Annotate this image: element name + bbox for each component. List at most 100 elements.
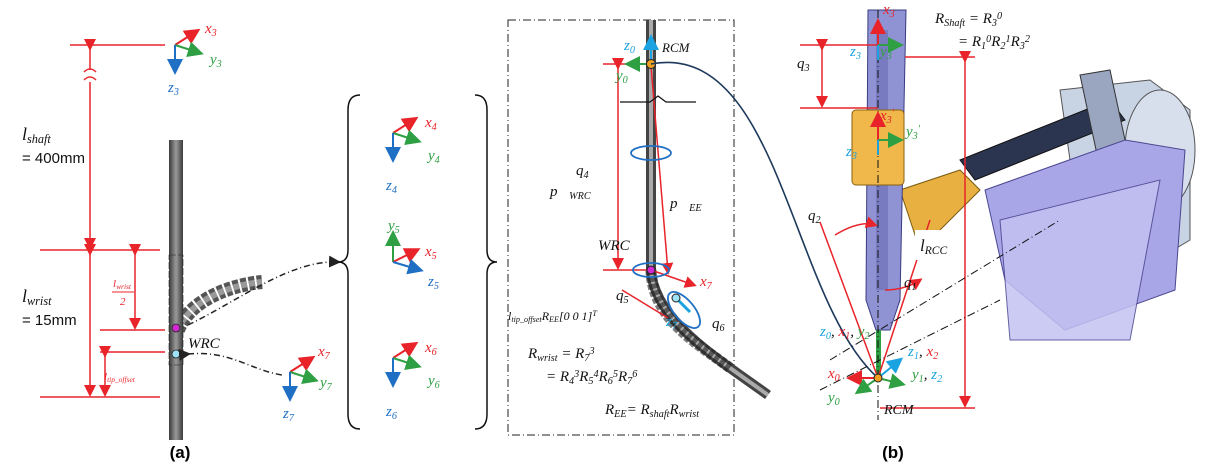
label: y3 xyxy=(208,52,222,70)
label: y5 xyxy=(386,218,400,236)
label: x3 xyxy=(882,2,895,20)
label: x6 xyxy=(424,340,438,358)
label-part: R xyxy=(669,402,679,418)
label-part: 3 xyxy=(855,51,861,62)
label: p⃗EE xyxy=(669,196,702,214)
label-part: T xyxy=(592,309,598,318)
label-part: = 15mm xyxy=(22,312,77,329)
label: x4 xyxy=(424,115,437,133)
label-part: = R xyxy=(965,11,992,27)
label: RShaft = R30 xyxy=(934,11,1002,29)
label: y1, z2 xyxy=(910,367,942,385)
label-part: WRC xyxy=(569,191,591,202)
label-part: 3 xyxy=(889,9,895,20)
label-part: RCC xyxy=(924,244,948,257)
label-part: , xyxy=(831,324,839,340)
label-part: ' xyxy=(918,124,921,135)
label-part: R xyxy=(527,346,537,362)
label-part: 3 xyxy=(804,63,810,74)
label-part: tip_offset xyxy=(107,375,136,384)
axis-arrow xyxy=(393,344,415,358)
label: lshaft xyxy=(22,124,51,146)
label-part: [0 0 1] xyxy=(559,309,593,323)
caption-b: (b) xyxy=(882,443,904,462)
label-part: 2 xyxy=(864,331,869,342)
label-part: R xyxy=(598,369,608,385)
panel-a-graphics xyxy=(40,45,165,397)
label: y7 xyxy=(318,375,333,393)
label: z3 xyxy=(167,80,179,98)
axis-arrow xyxy=(175,31,197,45)
label: ltip_offset xyxy=(104,371,136,384)
label-part: 6 xyxy=(720,323,726,334)
label: y0 xyxy=(826,390,840,408)
axis-arrow xyxy=(393,358,418,366)
label: q2 xyxy=(808,208,821,226)
label: ltip_offsetREE[0 0 1]T xyxy=(508,309,598,324)
label: 2 xyxy=(120,296,126,308)
instrument-a xyxy=(169,95,497,440)
label: RCM xyxy=(883,403,915,418)
label-part: , xyxy=(850,324,858,340)
label-part: 5 xyxy=(434,281,439,292)
label: WRC xyxy=(598,238,631,254)
label: REE= RshaftRwrist xyxy=(604,402,700,420)
label: z6 xyxy=(385,404,398,422)
label-part: RCM xyxy=(883,403,915,418)
label-part: 7 xyxy=(327,382,333,393)
label-part: = R xyxy=(627,402,650,418)
label: q5 xyxy=(616,288,629,306)
label-part: 7 xyxy=(707,281,713,292)
label-part: y xyxy=(910,367,919,383)
label-part: EE xyxy=(613,409,627,420)
label: x5 xyxy=(424,244,437,262)
label-part: 2 xyxy=(1025,34,1030,45)
label-part: = R xyxy=(558,346,585,362)
label: = 15mm xyxy=(22,312,77,329)
axis-arrow xyxy=(290,358,312,372)
label: z5 xyxy=(427,274,439,292)
axis-arrow xyxy=(393,262,420,270)
label-part: = R xyxy=(958,34,981,50)
label: q1 xyxy=(904,275,917,293)
label: lwrist xyxy=(113,278,132,291)
label-part: shaft xyxy=(650,409,671,420)
axis-arrow xyxy=(290,372,315,380)
label-part: 1 xyxy=(912,282,917,293)
label: x7 xyxy=(699,274,713,292)
label-part: 4 xyxy=(584,170,589,181)
label-part: y xyxy=(386,218,395,234)
label: z0, x1, y2 xyxy=(819,324,869,342)
label: y6 xyxy=(426,373,441,391)
label: z7 xyxy=(282,406,295,424)
label-part: 6 xyxy=(435,380,441,391)
label-part: y xyxy=(878,44,887,60)
label-part: 5 xyxy=(395,225,400,236)
label-part: 6 xyxy=(632,369,638,380)
label-part: 0 xyxy=(835,397,840,408)
label-part: R xyxy=(617,369,627,385)
axis-arrow xyxy=(393,119,415,133)
label: = 400mm xyxy=(22,150,85,167)
label-part: 3 xyxy=(216,59,222,70)
label-part: 2 xyxy=(816,215,821,226)
label-part: 0 xyxy=(623,75,628,86)
label: z0 xyxy=(623,38,635,56)
label-part: R xyxy=(934,11,944,27)
label-part: R xyxy=(578,369,588,385)
label-part: y xyxy=(904,124,913,140)
label-part: WRC xyxy=(188,336,221,352)
label-part: 3 xyxy=(851,151,857,162)
label-part: y xyxy=(426,373,435,389)
label-part: = 400mm xyxy=(22,150,85,167)
label: = R10R21R32 xyxy=(958,34,1030,52)
label: y3' xyxy=(904,124,921,142)
label-part: y xyxy=(208,52,217,68)
label: z4 xyxy=(385,178,397,196)
label: y4 xyxy=(426,148,440,166)
label-part: 3 xyxy=(588,346,594,357)
label-part: wrist xyxy=(537,353,559,364)
label-part: 0 xyxy=(997,11,1002,22)
label-part: 0 xyxy=(835,373,840,384)
axis-arrow xyxy=(393,250,417,262)
